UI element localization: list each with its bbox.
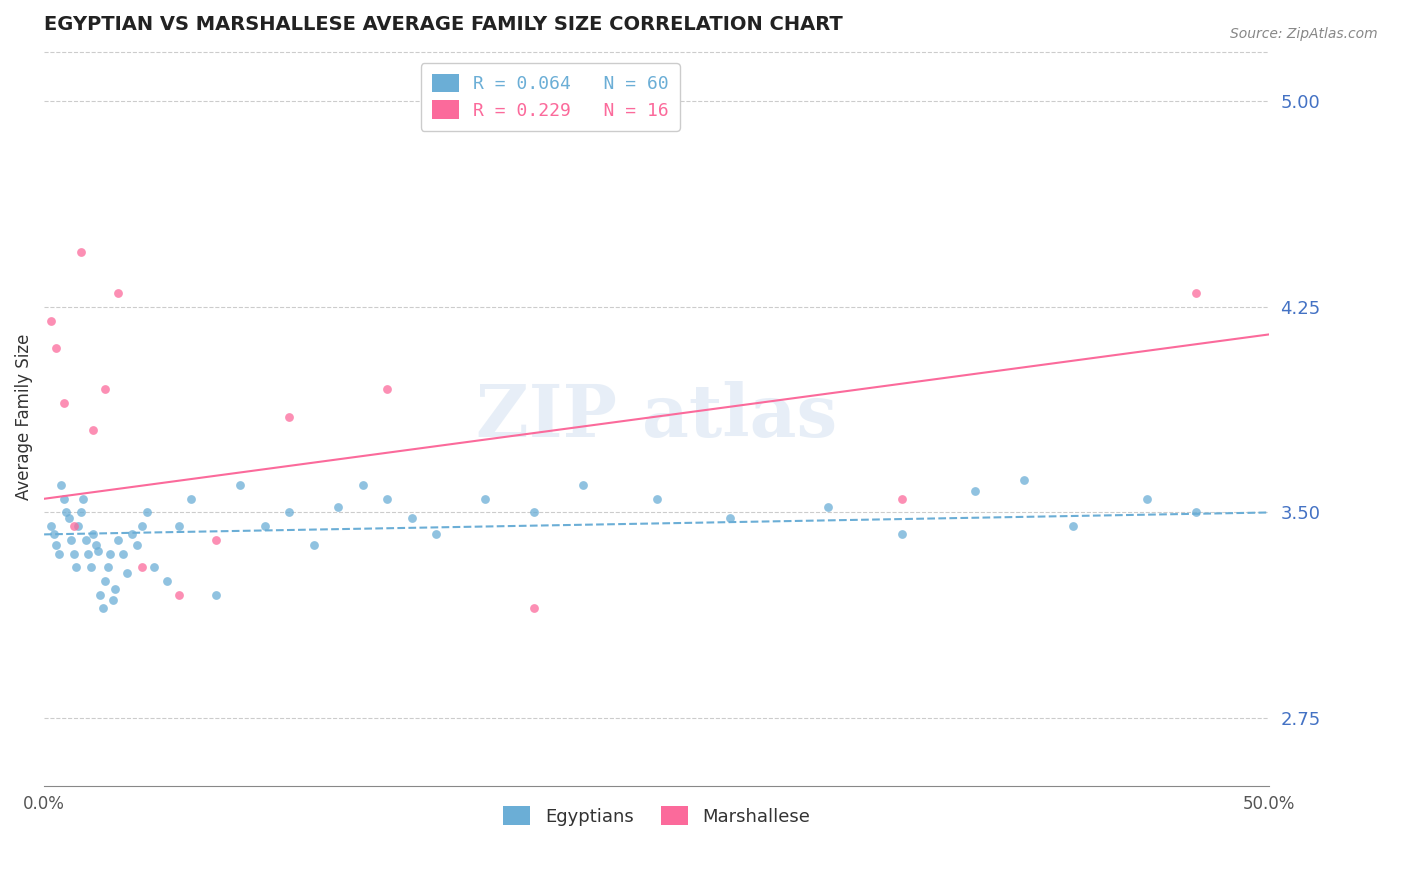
Point — [167, 519, 190, 533]
Point — [1136, 491, 1159, 506]
Point — [117, 566, 139, 580]
Point — [87, 544, 110, 558]
Point — [474, 491, 496, 506]
Point — [523, 601, 546, 615]
Point — [278, 506, 301, 520]
Point — [79, 560, 101, 574]
Point — [111, 547, 134, 561]
Point — [121, 527, 143, 541]
Point — [107, 533, 129, 547]
Point — [302, 538, 325, 552]
Point — [60, 533, 83, 547]
Point — [94, 574, 117, 588]
Point — [52, 491, 75, 506]
Point — [52, 396, 75, 410]
Point — [84, 538, 107, 552]
Point — [817, 500, 839, 514]
Point — [253, 519, 276, 533]
Point — [42, 527, 65, 541]
Point — [98, 547, 121, 561]
Point — [41, 313, 63, 327]
Text: Source: ZipAtlas.com: Source: ZipAtlas.com — [1230, 27, 1378, 41]
Point — [572, 478, 595, 492]
Point — [45, 538, 67, 552]
Point — [70, 506, 93, 520]
Point — [136, 506, 159, 520]
Point — [204, 533, 226, 547]
Point — [131, 560, 153, 574]
Legend: Egyptians, Marshallese: Egyptians, Marshallese — [492, 796, 821, 837]
Point — [127, 538, 149, 552]
Point — [156, 574, 179, 588]
Point — [167, 588, 190, 602]
Point — [328, 500, 350, 514]
Point — [180, 491, 202, 506]
Point — [1185, 506, 1208, 520]
Point — [41, 519, 63, 533]
Point — [425, 527, 447, 541]
Point — [352, 478, 374, 492]
Text: ZIP atlas: ZIP atlas — [477, 381, 838, 452]
Point — [101, 593, 124, 607]
Point — [58, 511, 80, 525]
Point — [82, 423, 104, 437]
Text: EGYPTIAN VS MARSHALLESE AVERAGE FAMILY SIZE CORRELATION CHART: EGYPTIAN VS MARSHALLESE AVERAGE FAMILY S… — [44, 15, 842, 34]
Point — [51, 478, 73, 492]
Point — [401, 511, 423, 525]
Point — [143, 560, 166, 574]
Point — [1185, 286, 1208, 301]
Point — [104, 582, 127, 597]
Point — [204, 588, 226, 602]
Point — [375, 491, 398, 506]
Point — [1014, 473, 1036, 487]
Point — [229, 478, 252, 492]
Point — [67, 519, 90, 533]
Point — [131, 519, 153, 533]
Point — [70, 245, 93, 260]
Point — [75, 533, 97, 547]
Point — [72, 491, 94, 506]
Point — [890, 527, 912, 541]
Point — [62, 547, 84, 561]
Point — [965, 483, 987, 498]
Point — [107, 286, 129, 301]
Point — [375, 382, 398, 396]
Point — [45, 341, 67, 355]
Point — [97, 560, 120, 574]
Point — [890, 491, 912, 506]
Point — [77, 547, 100, 561]
Point — [94, 382, 117, 396]
Point — [645, 491, 668, 506]
Point — [89, 588, 111, 602]
Point — [82, 527, 104, 541]
Point — [523, 506, 546, 520]
Point — [91, 601, 114, 615]
Point — [1062, 519, 1084, 533]
Point — [718, 511, 741, 525]
Point — [278, 409, 301, 424]
Point — [62, 519, 84, 533]
Point — [48, 547, 70, 561]
Point — [55, 506, 77, 520]
Y-axis label: Average Family Size: Average Family Size — [15, 334, 32, 500]
Point — [65, 560, 87, 574]
